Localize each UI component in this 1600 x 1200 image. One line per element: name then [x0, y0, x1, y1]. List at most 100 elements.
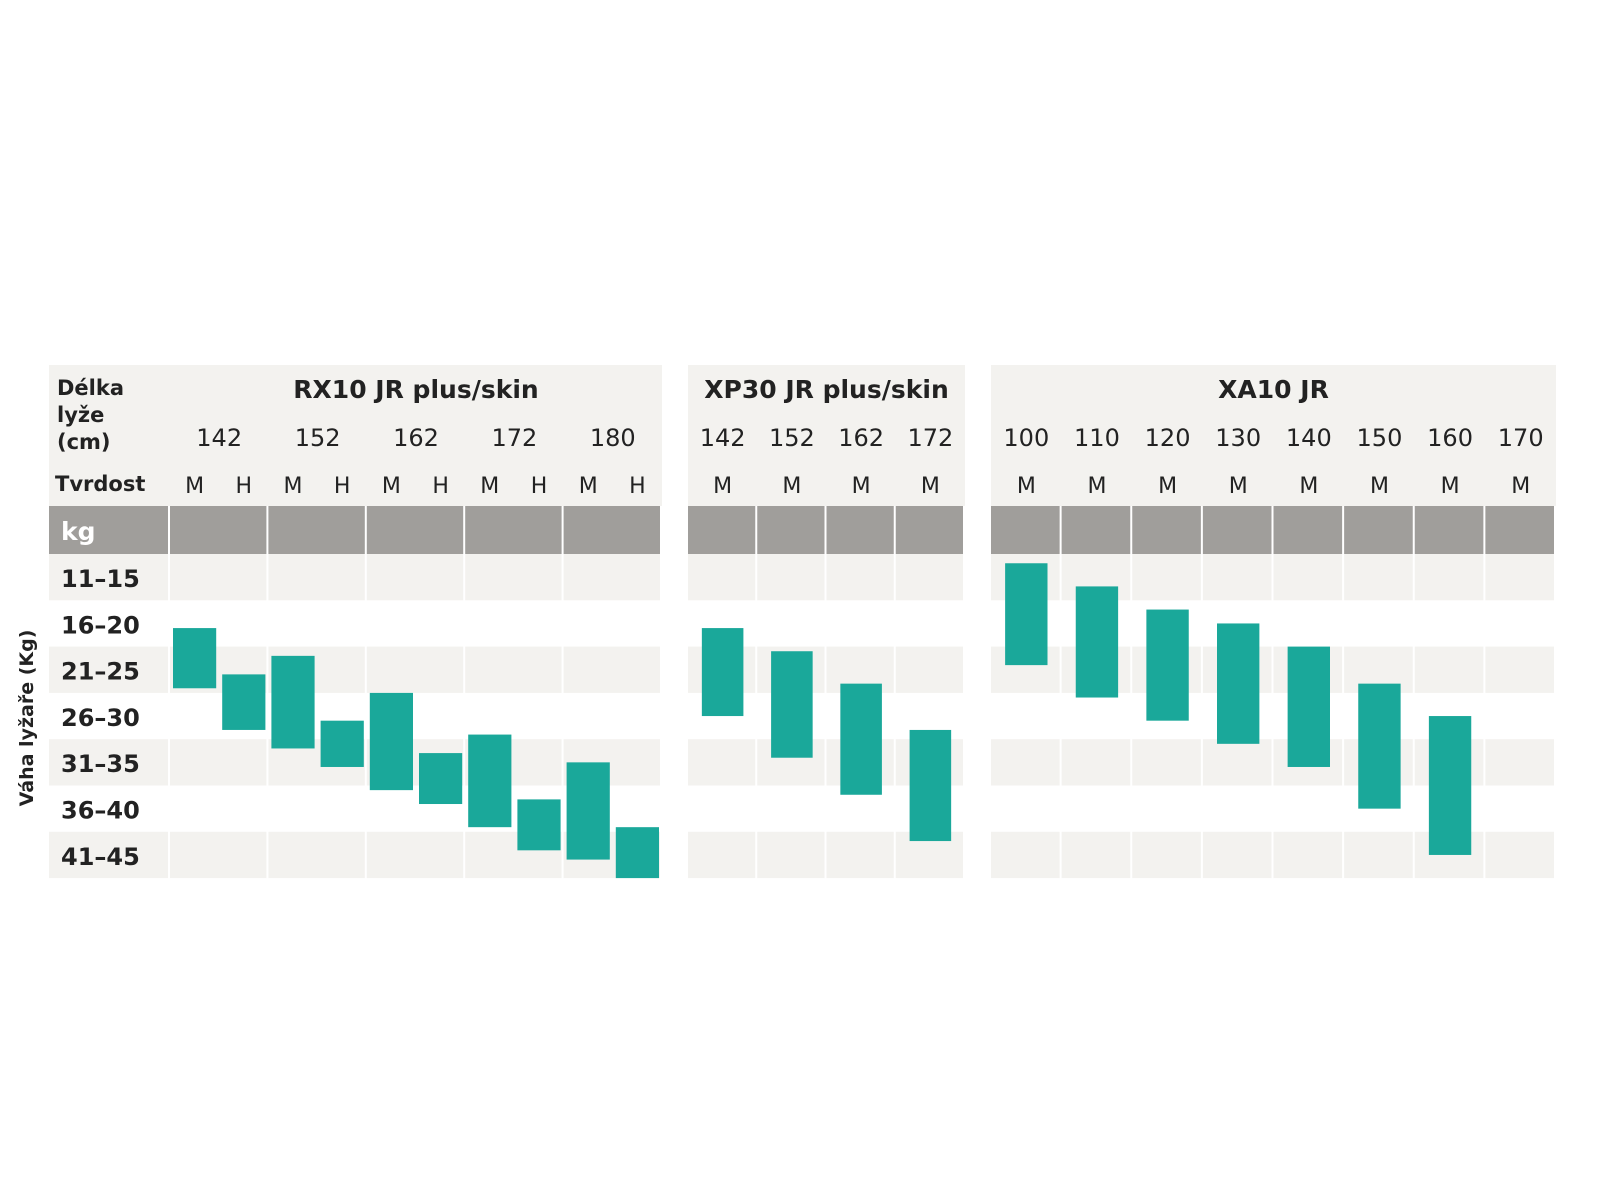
product-title-xp30-jr-plus-skin: XP30 JR plus/skin	[704, 375, 949, 404]
grid-cell	[170, 739, 267, 786]
hardness-label-m: M	[480, 474, 499, 499]
length-axis-label: (cm)	[57, 430, 111, 454]
hardness-label-m: M	[185, 474, 204, 499]
hardness-label-m: M	[852, 474, 871, 499]
length-label-162: 162	[838, 424, 884, 452]
bar-xp30-jr-plus-skin-142-m	[701, 628, 744, 717]
grid-cell	[1202, 831, 1272, 879]
grid-cell	[1414, 554, 1484, 601]
length-axis-label: lyže	[57, 403, 104, 427]
kg-band-cell	[170, 506, 267, 554]
grid-cell	[1414, 646, 1484, 693]
hardness-label-m: M	[1017, 474, 1036, 499]
product-header-bg	[170, 365, 662, 506]
hardness-label-m: M	[1441, 474, 1460, 499]
grid-cell	[991, 739, 1060, 786]
length-label-170: 170	[1498, 424, 1544, 452]
length-label-180: 180	[590, 424, 636, 452]
hardness-label-m: M	[1299, 474, 1318, 499]
hardness-label-h: H	[236, 474, 253, 499]
length-label-172: 172	[491, 424, 537, 452]
product-title-rx10-jr-plus-skin: RX10 JR plus/skin	[293, 375, 538, 404]
bars-layer	[173, 563, 1472, 879]
hardness-label-m: M	[1087, 474, 1106, 499]
bar-rx10-jr-plus-skin-152-m	[271, 655, 315, 749]
grid-cell	[688, 831, 756, 879]
bar-xp30-jr-plus-skin-172-m	[909, 729, 952, 842]
hardness-label-m: M	[713, 474, 732, 499]
kg-band-cell	[1202, 506, 1272, 554]
bar-rx10-jr-plus-skin-180-h	[615, 827, 659, 879]
grid-cell	[366, 646, 464, 693]
product-header-bg	[991, 365, 1556, 506]
kg-band-cell	[563, 506, 660, 554]
length-label-160: 160	[1427, 424, 1473, 452]
weight-range-label: 41–45	[61, 843, 140, 871]
grid-cell	[366, 831, 464, 879]
kg-band-cell	[268, 506, 365, 554]
grid-cell	[1485, 739, 1554, 786]
corner-header-bg	[49, 365, 170, 506]
grid-cell	[1061, 831, 1131, 879]
grid-cell	[1202, 739, 1272, 786]
bar-xp30-jr-plus-skin-162-m	[840, 683, 882, 795]
weight-range-label: 31–35	[61, 750, 140, 778]
hardness-label-m: M	[1229, 474, 1248, 499]
kg-band-cell	[1414, 506, 1484, 554]
kg-header-band	[49, 506, 168, 554]
length-label-120: 120	[1145, 424, 1191, 452]
bar-xp30-jr-plus-skin-152-m	[771, 651, 813, 758]
bar-xa10-jr-100-m	[1005, 563, 1048, 666]
grid-cell	[1485, 646, 1554, 693]
grid-cell	[826, 554, 894, 601]
bar-rx10-jr-plus-skin-162-m	[369, 692, 413, 791]
bar-xa10-jr-130-m	[1217, 623, 1260, 744]
label-row-bg	[49, 831, 168, 879]
grid-cell	[1344, 831, 1413, 879]
label-row-bg	[49, 554, 168, 601]
grid-cell	[757, 831, 825, 879]
grid-cell	[757, 554, 825, 601]
length-label-150: 150	[1357, 424, 1403, 452]
bar-xa10-jr-160-m	[1428, 716, 1472, 855]
length-label-140: 140	[1286, 424, 1332, 452]
grid-cell	[563, 554, 660, 601]
hardness-label-h: H	[531, 474, 548, 499]
length-label-152: 152	[769, 424, 815, 452]
hardness-label-h: H	[334, 474, 351, 499]
bar-xa10-jr-140-m	[1287, 646, 1330, 767]
length-label-162: 162	[393, 424, 439, 452]
grid-cell	[895, 554, 963, 601]
grid-cell	[1132, 831, 1201, 879]
hardness-axis-label: Tvrdost	[55, 472, 145, 496]
bar-rx10-jr-plus-skin-172-m	[468, 734, 512, 828]
kg-band-cell	[1273, 506, 1343, 554]
kg-band-cell	[1061, 506, 1131, 554]
kg-band-cell	[757, 506, 825, 554]
hardness-label-h: H	[629, 474, 646, 499]
grid-cell	[1273, 831, 1343, 879]
grid-cell	[1132, 554, 1201, 601]
grid-cell	[1485, 831, 1554, 879]
kg-band-cell	[1132, 506, 1201, 554]
kg-band-cell	[465, 506, 562, 554]
bar-rx10-jr-plus-skin-172-h	[517, 799, 561, 851]
bar-rx10-jr-plus-skin-180-m	[566, 762, 610, 860]
length-label-152: 152	[295, 424, 341, 452]
hardness-label-m: M	[1370, 474, 1389, 499]
grid-cell	[1485, 554, 1554, 601]
grid-cell	[465, 554, 562, 601]
bar-rx10-jr-plus-skin-142-h	[222, 674, 266, 730]
bar-rx10-jr-plus-skin-152-h	[320, 720, 364, 767]
length-label-142: 142	[196, 424, 242, 452]
weight-range-label: 11–15	[61, 565, 140, 593]
hardness-label-m: M	[921, 474, 940, 499]
grid-cell	[268, 831, 365, 879]
length-label-100: 100	[1003, 424, 1049, 452]
bar-xa10-jr-110-m	[1075, 586, 1119, 698]
grid-cell	[991, 831, 1060, 879]
grid-cell	[170, 554, 267, 601]
grid-cell	[688, 554, 756, 601]
length-label-130: 130	[1215, 424, 1261, 452]
